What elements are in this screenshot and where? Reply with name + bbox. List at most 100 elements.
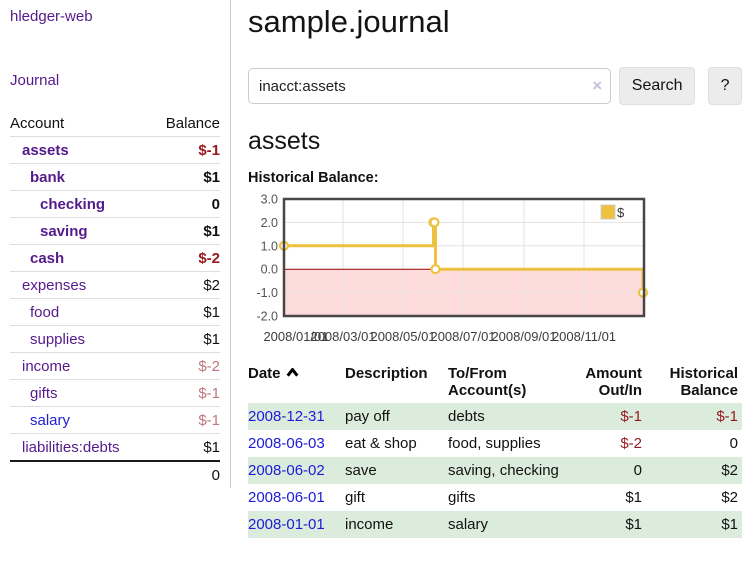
historical-balance-chart: 3.0 2.0 1.0 0.0 -1.0 -2.0 2008/01/01 2008/03/01… xyxy=(248,193,742,351)
account-link-checking[interactable]: checking xyxy=(40,195,106,213)
transaction-description: save xyxy=(345,462,377,479)
transaction-accounts: saving, checking xyxy=(448,462,559,479)
register-row: 2008-12-31 pay off debts $-1 $-1 xyxy=(248,403,742,430)
account-link-saving[interactable]: saving xyxy=(40,222,88,240)
transaction-historical: 0 xyxy=(729,435,738,452)
account-link-bank[interactable]: bank xyxy=(30,168,66,186)
account-link-assets[interactable]: assets xyxy=(22,141,69,159)
svg-text:3.0: 3.0 xyxy=(261,194,278,207)
account-row-checking: checking 0 xyxy=(10,190,220,217)
svg-text:2008/07/01: 2008/07/01 xyxy=(430,329,495,344)
sidebar-item-journal[interactable]: Journal xyxy=(10,72,60,89)
transaction-historical: $-1 xyxy=(716,408,738,425)
transaction-amount: $-1 xyxy=(620,408,642,425)
account-link-expenses[interactable]: expenses xyxy=(22,276,87,294)
accounts-header: Account Balance xyxy=(10,110,220,136)
account-row-income: income $-2 xyxy=(10,352,220,379)
clear-search-icon[interactable]: × xyxy=(592,76,603,95)
transaction-accounts: salary xyxy=(448,516,489,533)
account-row-food: food $1 xyxy=(10,298,220,325)
accounts-header-balance: Balance xyxy=(165,114,220,132)
account-balance: $1 xyxy=(203,438,220,456)
sidebar: hledger-web Journal Account Balance asse… xyxy=(0,0,231,488)
account-row-saving: saving $1 xyxy=(10,217,220,244)
balance-chart-svg: 3.0 2.0 1.0 0.0 -1.0 -2.0 2008/01/012008/03/01… xyxy=(256,193,649,344)
brand-link[interactable]: hledger-web xyxy=(10,8,93,25)
main-content: sample.journal × Search ? assets Histori… xyxy=(248,0,742,538)
svg-text:2008/09/01: 2008/09/01 xyxy=(491,329,556,344)
transaction-date-link[interactable]: 2008-01-01 xyxy=(248,516,325,533)
account-balance: $1 xyxy=(203,330,220,348)
svg-text:$: $ xyxy=(617,205,625,220)
register-header-description: Description xyxy=(345,365,428,382)
search-input[interactable] xyxy=(248,68,612,104)
date-header-label: Date xyxy=(248,365,281,382)
register-row: 2008-06-03 eat & shop food, supplies $-2… xyxy=(248,430,742,457)
account-balance: $-2 xyxy=(198,357,220,375)
svg-text:0.0: 0.0 xyxy=(261,263,278,277)
transaction-date-link[interactable]: 2008-12-31 xyxy=(248,408,325,425)
transaction-accounts: food, supplies xyxy=(448,435,541,452)
accounts-total-value: 0 xyxy=(211,466,220,484)
transaction-date-link[interactable]: 2008-06-03 xyxy=(248,435,325,452)
account-link-gifts[interactable]: gifts xyxy=(30,384,58,402)
search-form: × Search ? xyxy=(248,67,742,105)
account-balance: $-1 xyxy=(198,384,220,402)
transaction-amount: 0 xyxy=(633,462,642,479)
account-row-salary: salary $-1 xyxy=(10,406,220,433)
register-header-row: Date Description To/From Account(s) Amou… xyxy=(248,363,742,403)
register-header-accounts: To/From Account(s) xyxy=(448,365,527,399)
transaction-description: income xyxy=(345,516,394,533)
search-box: × xyxy=(248,68,612,104)
account-balance: $1 xyxy=(203,222,220,240)
svg-text:-1.0: -1.0 xyxy=(256,286,278,300)
svg-text:1.0: 1.0 xyxy=(261,239,278,253)
transaction-historical: $1 xyxy=(721,516,738,533)
transaction-date-link[interactable]: 2008-06-02 xyxy=(248,462,325,479)
account-row-bank: bank $1 xyxy=(10,163,220,190)
transaction-amount: $1 xyxy=(625,516,642,533)
svg-text:-2.0: -2.0 xyxy=(256,310,278,324)
accounts-table: Account Balance assets $-1 bank $1 check… xyxy=(10,110,220,488)
account-row-supplies: supplies $1 xyxy=(10,325,220,352)
transaction-description: eat & shop xyxy=(345,435,417,452)
accounts-total-row: 0 xyxy=(10,460,220,488)
svg-text:2008/01/01: 2008/01/01 xyxy=(263,329,328,344)
account-balance: $-1 xyxy=(198,411,220,429)
transaction-historical: $2 xyxy=(721,462,738,479)
transaction-accounts: gifts xyxy=(448,489,476,506)
account-balance: $-1 xyxy=(198,141,220,159)
account-row-cash: cash $-2 xyxy=(10,244,220,271)
register-table: Date Description To/From Account(s) Amou… xyxy=(248,363,742,538)
transaction-historical: $2 xyxy=(721,489,738,506)
svg-text:2.0: 2.0 xyxy=(261,216,278,230)
account-row-assets: assets $-1 xyxy=(10,136,220,163)
help-button[interactable]: ? xyxy=(708,67,742,105)
account-row-liabilities-debts: liabilities:debts $1 xyxy=(10,433,220,460)
register-row: 2008-06-01 gift gifts $1 $2 xyxy=(248,484,742,511)
account-link-supplies[interactable]: supplies xyxy=(30,330,86,348)
transaction-accounts: debts xyxy=(448,408,485,425)
page-title: sample.journal xyxy=(248,4,450,39)
account-link-salary[interactable]: salary xyxy=(30,411,71,429)
account-heading: assets xyxy=(248,127,321,155)
register-header-date[interactable]: Date xyxy=(248,363,345,403)
search-button[interactable]: Search xyxy=(619,67,696,105)
register-row: 2008-06-02 save saving, checking 0 $2 xyxy=(248,457,742,484)
account-link-food[interactable]: food xyxy=(30,303,60,321)
transaction-amount: $1 xyxy=(625,489,642,506)
svg-text:2008/11/01: 2008/11/01 xyxy=(552,329,616,344)
transaction-description: pay off xyxy=(345,408,390,425)
account-link-liabilities-debts[interactable]: liabilities:debts xyxy=(22,438,120,456)
account-link-income[interactable]: income xyxy=(22,357,71,375)
register-header-historical: Historical Balance xyxy=(669,365,738,399)
svg-text:2008/05/01: 2008/05/01 xyxy=(370,329,435,344)
account-balance: $1 xyxy=(203,303,220,321)
account-link-cash[interactable]: cash xyxy=(30,249,65,267)
transaction-date-link[interactable]: 2008-06-01 xyxy=(248,489,325,506)
account-balance: $1 xyxy=(203,168,220,186)
account-balance: 0 xyxy=(211,195,220,213)
register-row: 2008-01-01 income salary $1 $1 xyxy=(248,511,742,538)
account-balance: $2 xyxy=(203,276,220,294)
account-row-expenses: expenses $2 xyxy=(10,271,220,298)
